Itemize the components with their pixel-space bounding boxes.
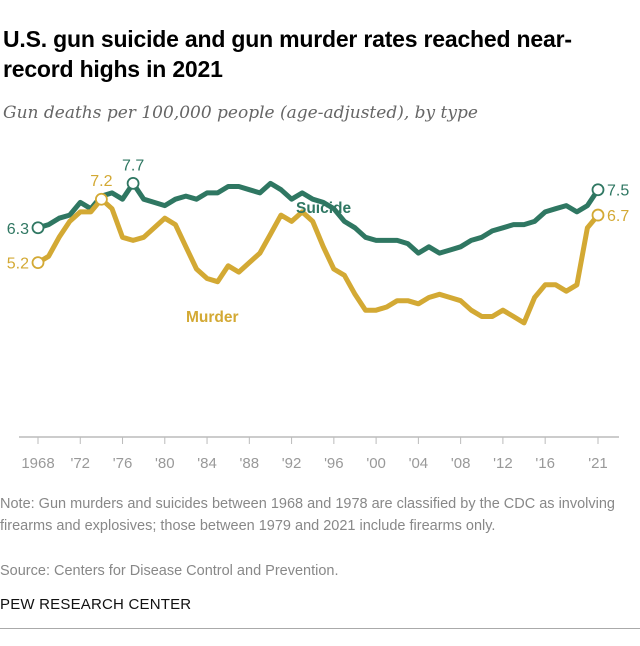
x-tick-label: '76 [113, 455, 133, 472]
murder-point-marker [591, 208, 605, 222]
murder-data-label: 6.7 [607, 208, 629, 225]
murder-point-marker [94, 192, 108, 206]
bottom-divider [0, 628, 640, 629]
x-tick-label: 1968 [21, 455, 54, 472]
x-tick-label: '12 [493, 455, 513, 472]
x-tick-label: '08 [451, 455, 471, 472]
x-tick-label: '72 [70, 455, 90, 472]
x-tick-label: '84 [197, 455, 217, 472]
x-tick-label: '96 [324, 455, 344, 472]
murder-data-label: 7.2 [90, 173, 112, 190]
suicide-point-marker [31, 221, 45, 235]
x-tick-label: '21 [588, 455, 608, 472]
x-tick-label: '16 [535, 455, 555, 472]
x-tick-label: '80 [155, 455, 175, 472]
suicide-point-marker [591, 183, 605, 197]
murder-point-marker [31, 256, 45, 270]
murder-data-label: 5.2 [7, 256, 29, 273]
suicide-point-marker [126, 176, 140, 190]
x-tick-label: '92 [282, 455, 302, 472]
suicide-data-label: 7.5 [607, 183, 629, 200]
chart-title: U.S. gun suicide and gun murder rates re… [3, 26, 572, 82]
suicide-series-label: Suicide [296, 200, 352, 217]
chart-source: Source: Centers for Disease Control and … [0, 563, 339, 579]
chart-subtitle: Gun deaths per 100,000 people (age-adjus… [3, 103, 478, 123]
x-tick-label: '88 [240, 455, 260, 472]
murder-line [35, 196, 601, 326]
line-chart: 1968 '72 '76 '80 '84 '88 '92 '96 '00 '04 '08 '12 '16… [7, 157, 630, 472]
chart-note: Note: Gun murders and suicides between 1… [0, 496, 615, 534]
murder-series-label: Murder [186, 309, 239, 326]
suicide-data-label: 7.7 [122, 157, 144, 174]
suicide-line [35, 180, 601, 256]
x-tick-label: '00 [366, 455, 386, 472]
suicide-data-label: 6.3 [7, 221, 29, 238]
brand-logo-text: PEW RESEARCH CENTER [0, 596, 192, 613]
x-tick-label: '04 [409, 455, 429, 472]
